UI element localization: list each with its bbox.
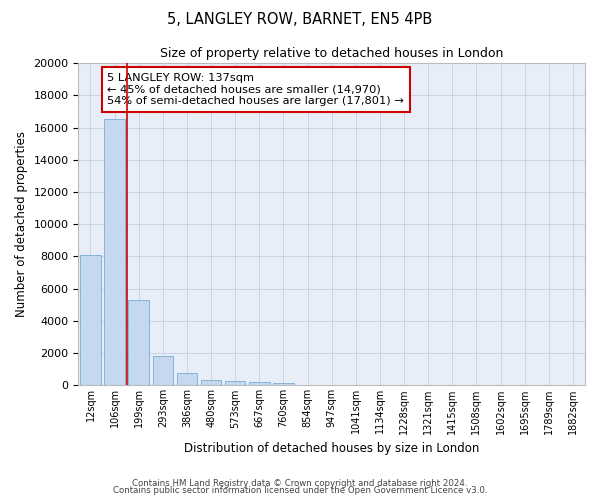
Bar: [177, 374, 197, 386]
Bar: [152, 356, 173, 386]
Bar: [225, 381, 245, 386]
Bar: [201, 380, 221, 386]
Bar: [249, 382, 269, 386]
Title: Size of property relative to detached houses in London: Size of property relative to detached ho…: [160, 48, 503, 60]
Text: 5, LANGLEY ROW, BARNET, EN5 4PB: 5, LANGLEY ROW, BARNET, EN5 4PB: [167, 12, 433, 28]
Bar: [273, 382, 294, 386]
Text: 5 LANGLEY ROW: 137sqm
← 45% of detached houses are smaller (14,970)
54% of semi-: 5 LANGLEY ROW: 137sqm ← 45% of detached …: [107, 72, 404, 106]
Bar: [80, 255, 101, 386]
Text: Contains HM Land Registry data © Crown copyright and database right 2024.: Contains HM Land Registry data © Crown c…: [132, 478, 468, 488]
Bar: [128, 300, 149, 386]
Bar: [104, 120, 125, 386]
Y-axis label: Number of detached properties: Number of detached properties: [15, 131, 28, 317]
Text: Contains public sector information licensed under the Open Government Licence v3: Contains public sector information licen…: [113, 486, 487, 495]
X-axis label: Distribution of detached houses by size in London: Distribution of detached houses by size …: [184, 442, 479, 455]
